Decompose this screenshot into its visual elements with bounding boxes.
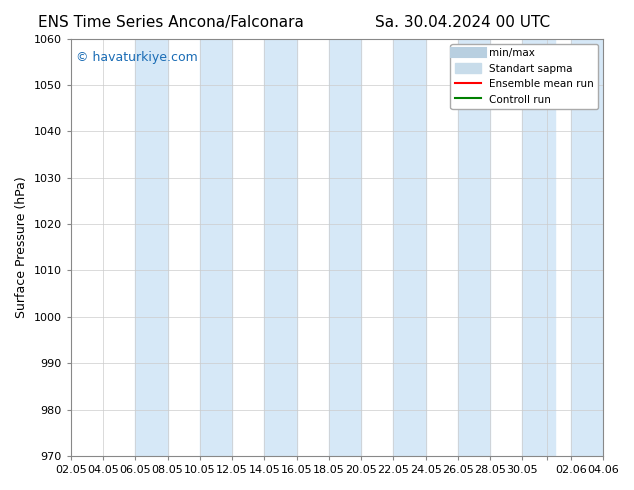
Y-axis label: Surface Pressure (hPa): Surface Pressure (hPa): [15, 176, 28, 318]
Bar: [458, 39, 490, 456]
Bar: [522, 39, 555, 456]
Bar: [571, 39, 603, 456]
Bar: [135, 39, 167, 456]
Bar: [393, 39, 425, 456]
Text: © havaturkiye.com: © havaturkiye.com: [76, 51, 198, 64]
Bar: [200, 39, 232, 456]
Text: Sa. 30.04.2024 00 UTC: Sa. 30.04.2024 00 UTC: [375, 15, 550, 30]
Bar: [329, 39, 361, 456]
Bar: [264, 39, 297, 456]
Text: ENS Time Series Ancona/Falconara: ENS Time Series Ancona/Falconara: [38, 15, 304, 30]
Legend: min/max, Standart sapma, Ensemble mean run, Controll run: min/max, Standart sapma, Ensemble mean r…: [451, 44, 598, 109]
